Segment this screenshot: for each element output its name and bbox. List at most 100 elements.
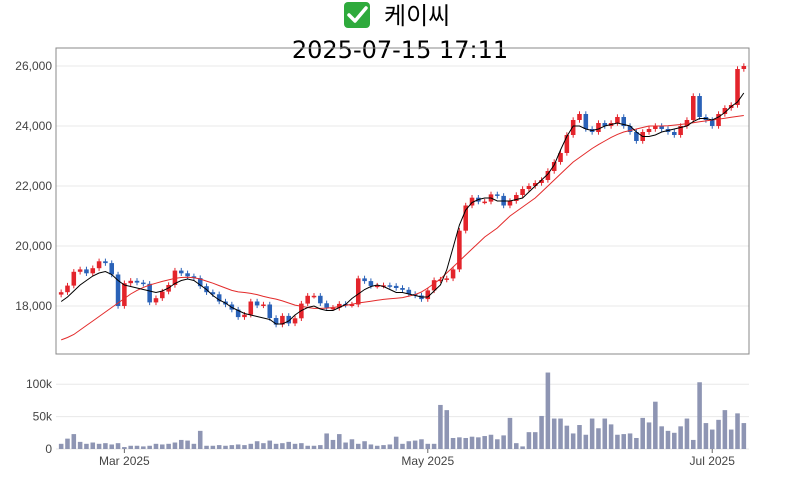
candle-body [463, 205, 468, 231]
volume-bar [128, 445, 133, 449]
volume-bar [77, 441, 83, 449]
volume-bar [703, 423, 709, 449]
volume-bar [615, 434, 620, 449]
candle-body [539, 180, 544, 183]
candle-body [431, 280, 437, 291]
candle-body [615, 117, 620, 123]
volume-bar [90, 442, 96, 449]
candle-body [305, 295, 310, 304]
volume-bar [589, 418, 595, 449]
volume-bar [684, 418, 690, 449]
candle-body [197, 278, 203, 287]
volume-bar [406, 441, 412, 449]
candle-body [355, 278, 361, 305]
volume-bar [412, 440, 418, 449]
candle-body [457, 230, 462, 270]
volume-bar [495, 439, 500, 449]
volume-bar [577, 425, 582, 449]
volume-bar [450, 437, 456, 449]
volume-bar [558, 418, 563, 449]
volume-bar [134, 445, 140, 449]
volume-bar [514, 443, 519, 449]
candle-body [406, 289, 412, 294]
volume-bar [457, 437, 462, 449]
volume-bar [318, 445, 323, 449]
candle-body [134, 280, 140, 283]
price-y-tick-label: 22,000 [15, 179, 52, 193]
volume-bar [665, 430, 671, 449]
candle-body [160, 291, 165, 299]
price-y-tick-label: 18,000 [15, 299, 52, 313]
volume-bar [299, 443, 304, 449]
volume-bar [545, 372, 551, 449]
volume-bar [343, 442, 348, 449]
candle-body [172, 270, 178, 285]
volume-bar [216, 445, 222, 449]
volume-bar [223, 445, 228, 449]
volume-bar [583, 434, 589, 449]
candle-body [577, 114, 582, 120]
candle-body [261, 304, 266, 306]
candle-body [526, 186, 532, 189]
volume-bar [728, 429, 734, 449]
volume-bar [292, 443, 298, 449]
volume-bar [311, 445, 317, 449]
volume-bar [337, 434, 342, 449]
price-y-axis: 18,000 20,000 22,000 24,000 26,000 [15, 59, 52, 313]
volume-bar [387, 444, 393, 449]
volume-bar [697, 382, 702, 449]
chart-header: 케이씨 2025-07-15 17:11 [292, 2, 508, 64]
volume-bar [109, 444, 115, 449]
candle-body [153, 298, 159, 303]
candle-body [507, 201, 513, 206]
candle-body [368, 281, 374, 286]
candle-body [349, 304, 355, 306]
candle-body [495, 194, 500, 196]
candle-body [387, 285, 393, 287]
volume-y-tick-label: 0 [45, 442, 52, 456]
candle-body [109, 263, 115, 275]
candle-body [425, 290, 431, 300]
volume-bar [539, 415, 544, 449]
volume-bar [185, 440, 190, 449]
price-panel: 18,000 20,000 22,000 24,000 26,000 [15, 47, 750, 355]
volume-bar [741, 423, 747, 449]
volume-bar [242, 445, 247, 449]
candle-body [330, 307, 336, 310]
volume-bar [640, 417, 645, 449]
candle-body [286, 315, 291, 324]
candle-body [596, 123, 601, 132]
candle-body [697, 96, 702, 117]
candle-body [96, 261, 102, 269]
volume-gridlines [56, 383, 749, 450]
candle-body [684, 120, 690, 126]
candle-body [469, 197, 475, 206]
volume-bar [716, 419, 721, 449]
candle-body [716, 114, 721, 126]
price-y-tick-label: 20,000 [15, 239, 52, 253]
candle-body [280, 315, 285, 325]
candle-body [318, 295, 323, 304]
volume-bar [191, 443, 197, 449]
volume-bar [602, 418, 608, 449]
candle-body [128, 280, 133, 284]
candle-body [545, 171, 551, 180]
volume-bar [71, 434, 77, 449]
volume-bar [438, 404, 443, 449]
volume-bar [608, 424, 614, 449]
ma-fast-line [60, 92, 745, 325]
candle-body [690, 96, 696, 120]
volume-bar [551, 418, 557, 449]
volume-bar [229, 445, 235, 449]
volume-bar [115, 443, 121, 449]
chart-timestamp: 2025-07-15 17:11 [292, 36, 508, 64]
volume-bar [84, 443, 89, 449]
volume-bar [235, 444, 241, 449]
volume-bar [286, 441, 291, 449]
candle-body [242, 314, 247, 318]
candle-body [374, 285, 380, 288]
volume-bar [564, 425, 570, 449]
candle-body [583, 114, 589, 129]
volume-bar [122, 447, 127, 449]
